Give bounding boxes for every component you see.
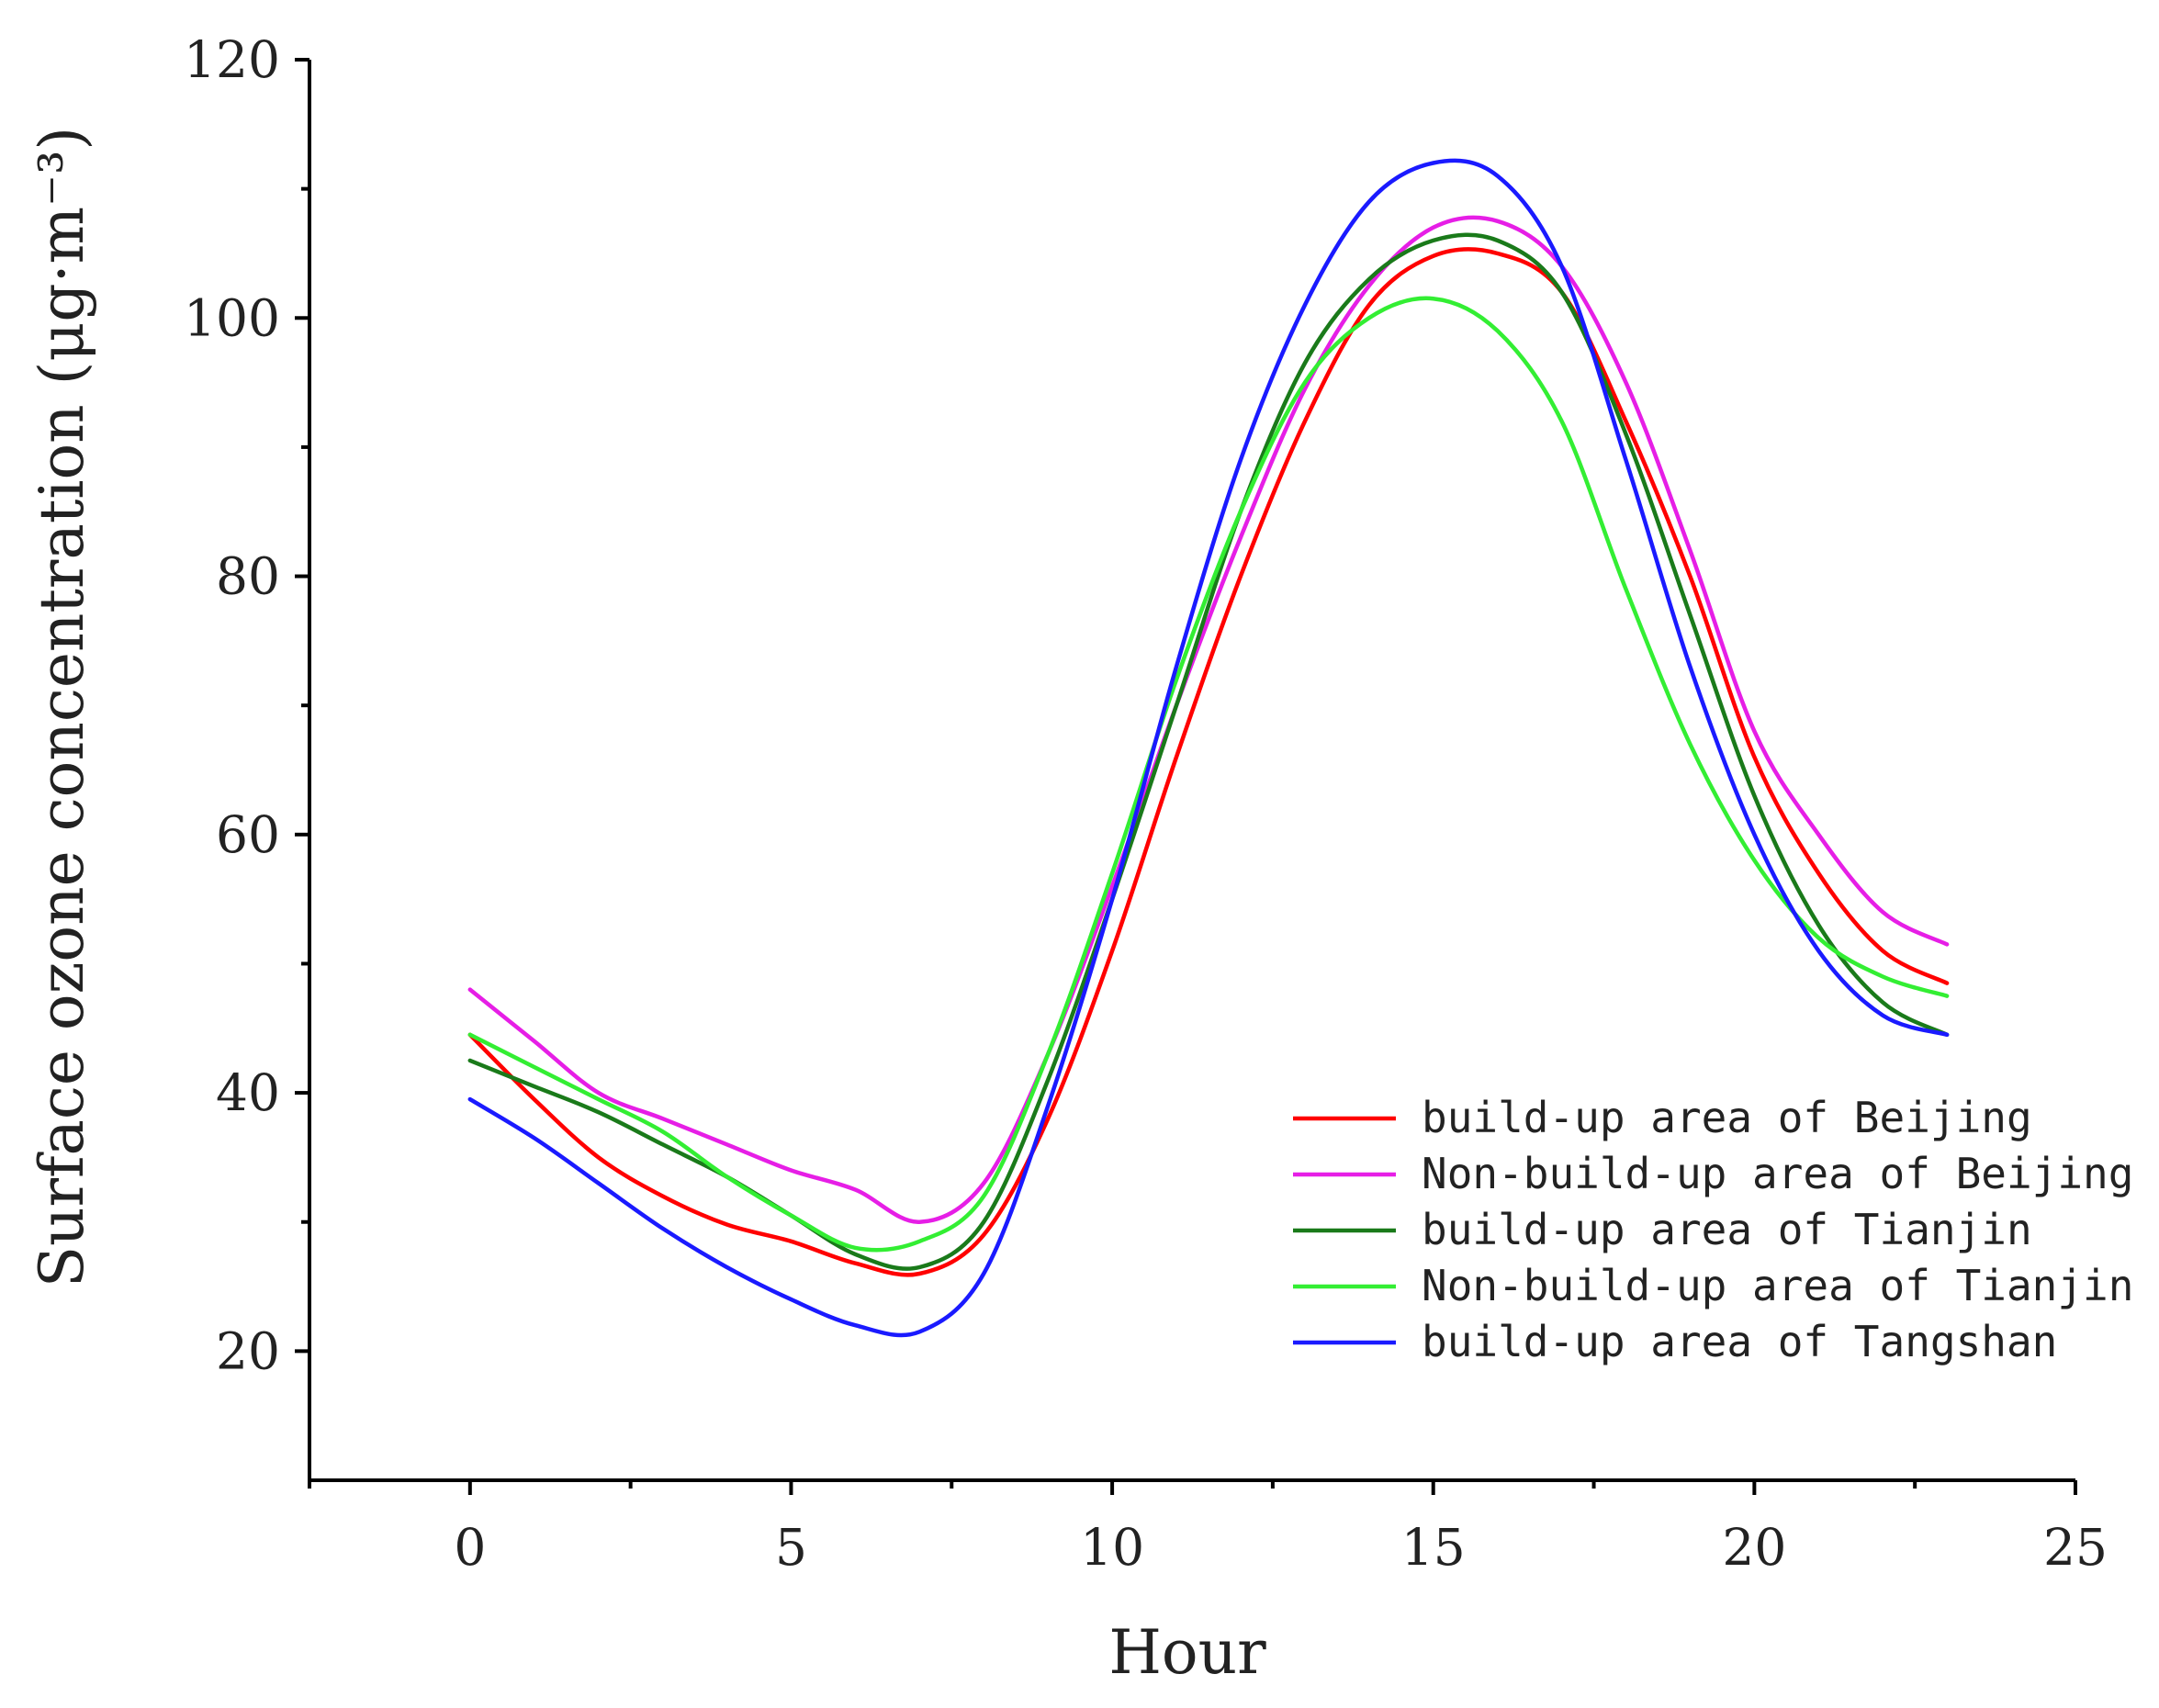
y-tick-label: 20 <box>216 1321 280 1380</box>
series-line-1 <box>467 247 1950 1277</box>
legend-label-4: Non-build-up area of Tianjin <box>1422 1261 2133 1310</box>
x-tick-label: 0 <box>454 1518 486 1577</box>
x-tick-label: 10 <box>1080 1518 1144 1577</box>
y-tick-label: 100 <box>184 288 280 347</box>
legend: build-up area of Beijing Non-build-up are… <box>1293 1093 2133 1366</box>
ticks: 0 5 10 15 20 25 20 40 60 80 100 120 <box>184 30 2108 1577</box>
y-tick-label: 40 <box>216 1063 280 1122</box>
x-axis-title: Hour <box>1108 1617 1266 1688</box>
y-tick-label: 80 <box>216 547 280 606</box>
x-tick-label: 15 <box>1401 1518 1466 1577</box>
y-tick-label: 60 <box>216 805 280 864</box>
x-tick-label: 25 <box>2043 1518 2108 1577</box>
legend-label-1: build-up area of Beijing <box>1422 1093 2032 1142</box>
legend-label-2: Non-build-up area of Beijing <box>1422 1149 2133 1198</box>
series-line-4 <box>467 296 1950 1253</box>
y-axis-title: Surface ozone concentration (μg·m⁻³) <box>27 127 97 1287</box>
x-tick-label: 20 <box>1722 1518 1786 1577</box>
series-lines <box>467 158 1950 1338</box>
series-line-2 <box>467 215 1950 1224</box>
axes <box>308 60 2075 1482</box>
series-line-5 <box>467 158 1950 1338</box>
legend-label-3: build-up area of Tianjin <box>1422 1205 2032 1254</box>
x-tick-label: 5 <box>775 1518 807 1577</box>
legend-label-5: build-up area of Tangshan <box>1422 1317 2057 1366</box>
y-tick-label: 120 <box>184 30 280 89</box>
